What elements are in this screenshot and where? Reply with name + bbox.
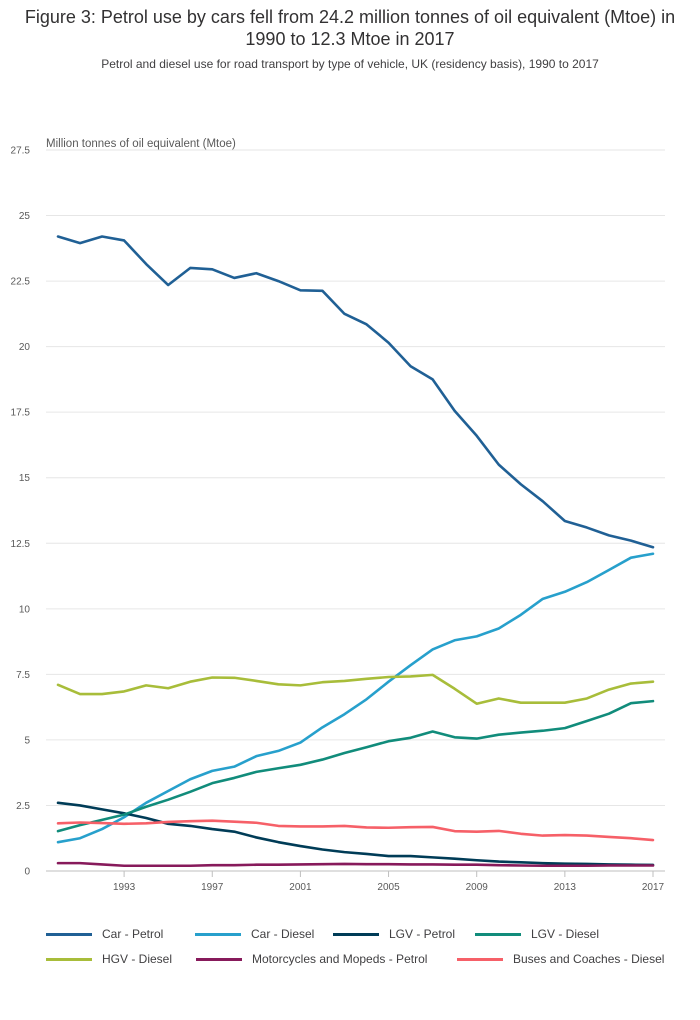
chart-subtitle: Petrol and diesel use for road transport… — [101, 57, 599, 71]
legend-swatch — [475, 932, 521, 936]
legend-item: HGV - Diesel — [46, 949, 172, 969]
legend-label: HGV - Diesel — [102, 952, 173, 966]
y-tick-label: 5 — [24, 735, 30, 746]
legend-swatch — [46, 957, 92, 961]
x-tick-label: 2009 — [466, 882, 489, 893]
chart-legend: Car - Petrol Car - Diesel LGV - Petrol LGV … — [46, 924, 686, 974]
x-tick-label: 2001 — [289, 882, 312, 893]
x-tick-label: 1993 — [113, 882, 136, 893]
x-tick-label: 2005 — [377, 882, 400, 893]
series-lines — [56, 235, 655, 868]
y-tick-label: 27.5 — [11, 146, 31, 157]
y-axis-title: Million tonnes of oil equivalent (Mtoe) — [46, 138, 236, 150]
legend-swatch — [195, 932, 241, 936]
series-line-car-petrol — [56, 235, 655, 549]
legend-label: Car - Diesel — [251, 927, 315, 941]
legend-item: LGV - Diesel — [475, 924, 599, 944]
y-tick-label: 12.5 — [11, 539, 31, 550]
y-tick-label: 17.5 — [11, 408, 31, 419]
legend-swatch — [457, 957, 503, 961]
y-tick-label: 10 — [19, 604, 31, 615]
y-tick-label: 15 — [19, 473, 31, 484]
legend-item: Buses and Coaches - Diesel — [457, 949, 664, 969]
y-tick-label: 25 — [19, 211, 31, 222]
series-line-hgv-diesel — [56, 673, 655, 706]
y-tick-label: 20 — [19, 342, 31, 353]
gridlines — [46, 149, 665, 872]
series-line-lgv-diesel — [56, 699, 655, 833]
series-line-lgv-petrol — [56, 801, 655, 867]
x-tick-label: 2013 — [554, 882, 577, 893]
series-line-car-diesel — [56, 552, 655, 844]
series-line-buses-and-coaches-diesel — [56, 819, 655, 842]
x-tick-label: 1997 — [201, 882, 224, 893]
y-tick-label: 7.5 — [16, 670, 30, 681]
legend-label: LGV - Petrol — [389, 927, 456, 941]
legend-label: Motorcycles and Mopeds - Petrol — [252, 952, 428, 966]
legend-swatch — [46, 932, 92, 936]
x-axis-ticks: 1993 1997 2001 2005 2009 2013 2017 — [113, 871, 665, 893]
series-line-motorcycles-and-mopeds-petrol — [56, 861, 655, 868]
legend-item: Car - Diesel — [195, 924, 314, 944]
x-tick-label: 2017 — [642, 882, 665, 893]
legend-swatch — [196, 957, 242, 961]
y-tick-label: 22.5 — [11, 277, 31, 288]
legend-label: LGV - Diesel — [531, 927, 600, 941]
legend-label: Car - Petrol — [102, 927, 164, 941]
y-tick-label: 2.5 — [16, 801, 30, 812]
legend-item: Motorcycles and Mopeds - Petrol — [196, 949, 427, 969]
legend-label: Buses and Coaches - Diesel — [513, 952, 665, 966]
chart-title: Figure 3: Petrol use by cars fell from 2… — [24, 7, 676, 49]
legend-item: Car - Petrol — [46, 924, 163, 944]
legend-item: LGV - Petrol — [333, 924, 455, 944]
y-tick-label: 0 — [24, 867, 30, 878]
legend-row: Car - Petrol Car - Diesel LGV - Petrol LGV … — [46, 924, 686, 949]
legend-swatch — [333, 932, 379, 936]
y-axis-ticks: 0 2.5 5 7.5 10 12.5 15 17.5 20 22.5 25 27.5 — [11, 146, 31, 878]
legend-row: HGV - Diesel Motorcycles and Mopeds - Pet… — [46, 949, 686, 974]
